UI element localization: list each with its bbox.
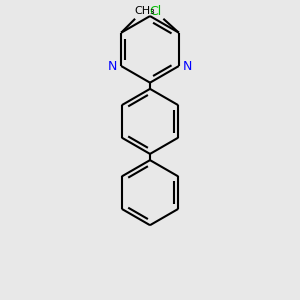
Text: N: N bbox=[108, 59, 117, 73]
Text: N: N bbox=[183, 59, 192, 73]
Text: CH₃: CH₃ bbox=[134, 6, 155, 16]
Text: Cl: Cl bbox=[149, 4, 162, 17]
